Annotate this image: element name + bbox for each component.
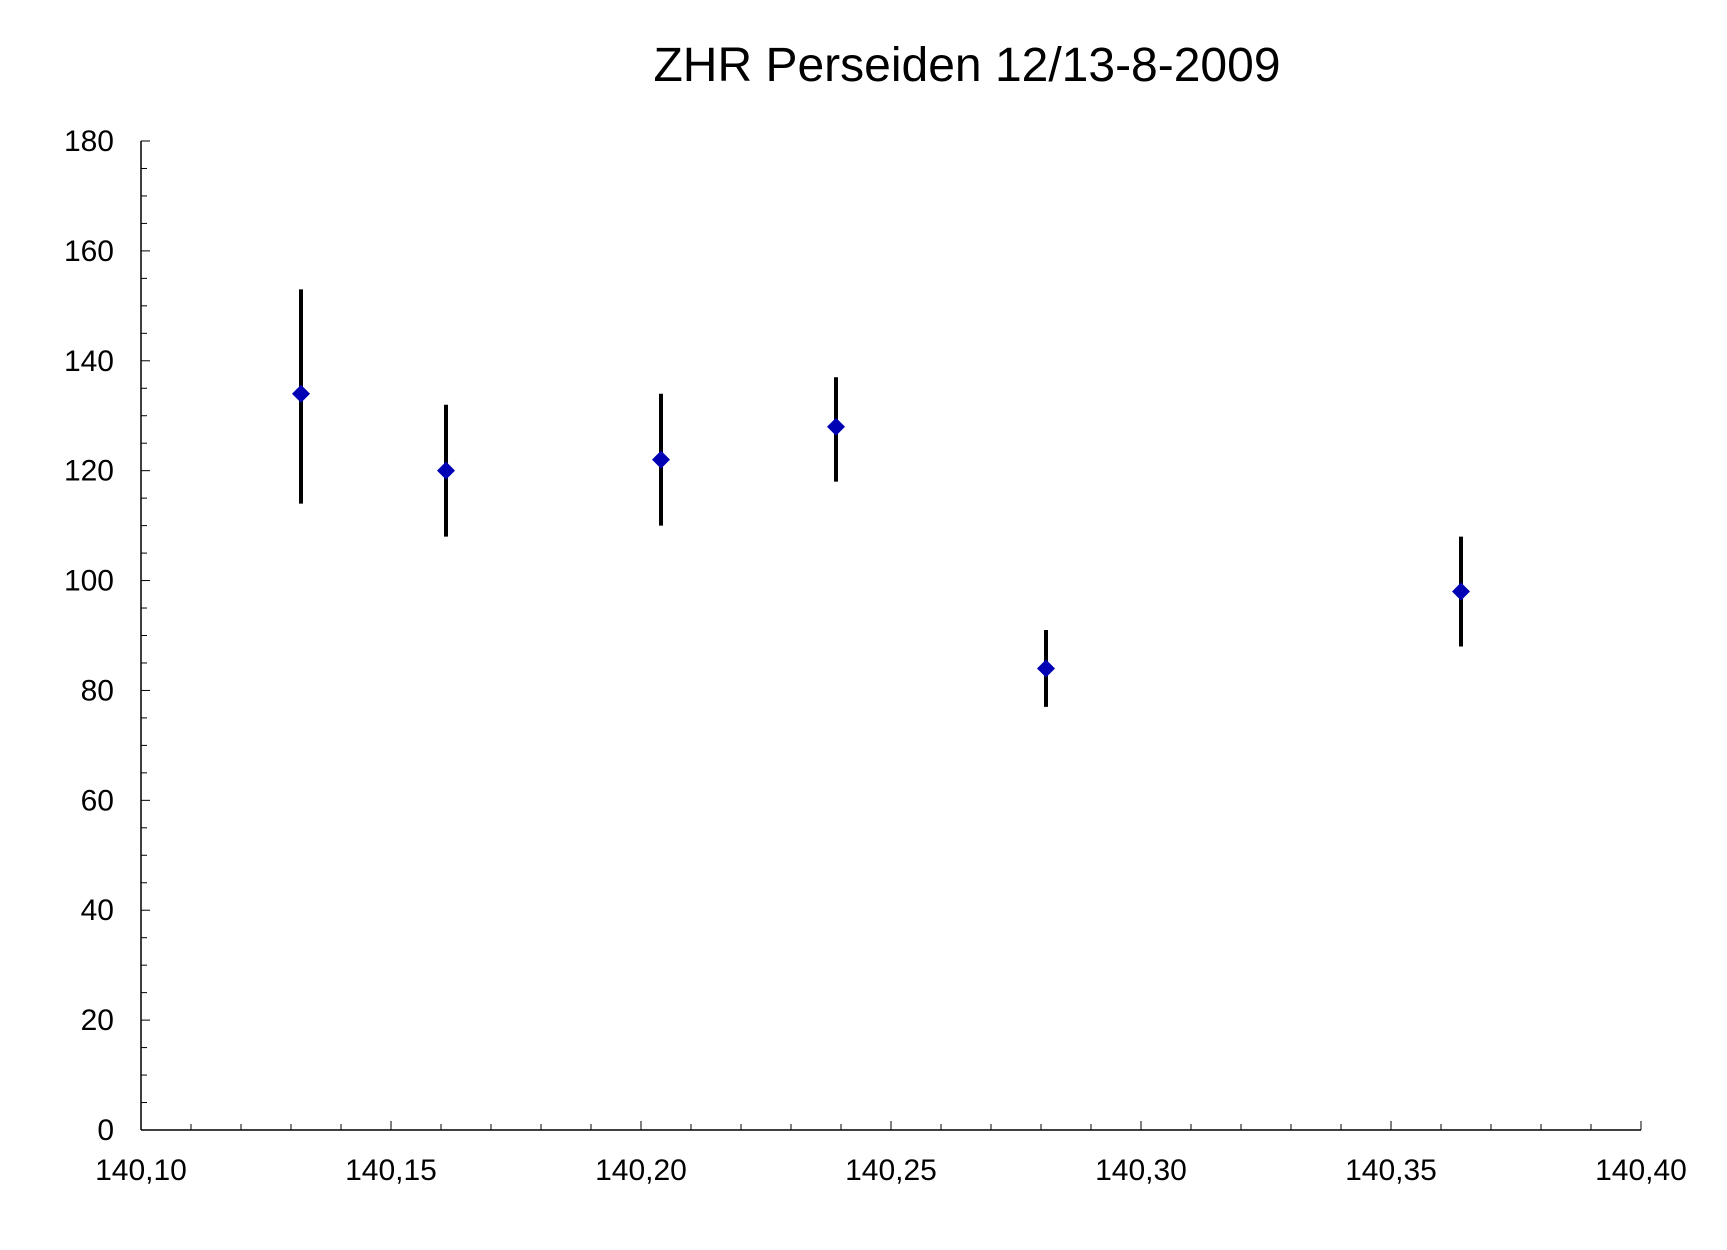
error-bars <box>299 289 1463 707</box>
y-tick-label: 100 <box>64 565 114 598</box>
chart-axes: 0 20 40 60 80 100 120 140 160 180 140,10 140,15 140,… <box>64 125 1687 1187</box>
x-tick-label: 140,10 <box>95 1154 187 1187</box>
chart-title: ZHR Perseiden 12/13-8-2009 <box>653 39 1281 92</box>
y-tick-label: 40 <box>81 894 114 927</box>
data-point <box>652 450 670 469</box>
y-tick-label: 60 <box>81 784 114 817</box>
data-point <box>437 461 455 480</box>
y-tick-label: 180 <box>64 125 114 158</box>
y-tick-label: 160 <box>64 235 114 268</box>
x-tick-label: 140,40 <box>1595 1154 1687 1187</box>
x-tick-label: 140,35 <box>1345 1154 1437 1187</box>
y-tick-label: 120 <box>64 455 114 488</box>
x-tick-label: 140,30 <box>1095 1154 1187 1187</box>
x-tick-label: 140,20 <box>595 1154 687 1187</box>
data-point <box>1452 582 1470 601</box>
data-point <box>1037 659 1055 678</box>
y-tick-label: 140 <box>64 345 114 378</box>
y-tick-label: 0 <box>97 1114 114 1147</box>
x-tick-label: 140,25 <box>845 1154 937 1187</box>
data-point <box>292 384 310 403</box>
x-tick-label: 140,15 <box>345 1154 437 1187</box>
y-tick-label: 80 <box>81 674 114 707</box>
data-points <box>292 384 1470 678</box>
y-tick-label: 20 <box>81 1004 114 1037</box>
data-point <box>827 417 845 436</box>
